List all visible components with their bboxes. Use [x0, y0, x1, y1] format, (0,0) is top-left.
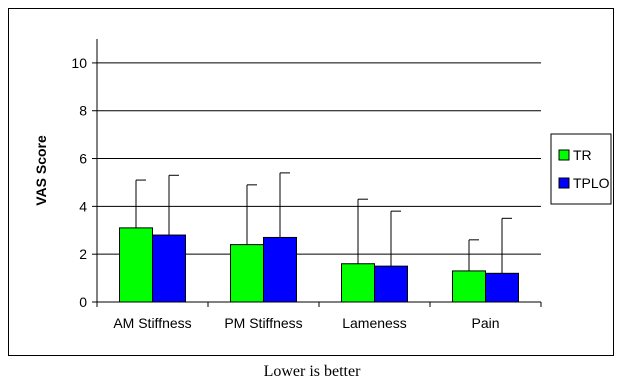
bar-tr-2	[341, 263, 375, 303]
bar-tplo-2	[374, 265, 408, 303]
chart-frame: 0 2 4 6 8 10 AM Stiffness PM Stiffness Lameness P…	[8, 8, 614, 356]
bars	[119, 227, 519, 303]
x-category-label-0: AM Stiffness	[113, 315, 191, 331]
error-bars	[135, 172, 512, 274]
bar-tplo-0	[152, 234, 186, 303]
y-tick-label-2: 2	[79, 246, 87, 262]
y-tick-label-10: 10	[71, 55, 87, 71]
legend-label-tr: TR	[573, 147, 592, 163]
x-category-label-3: Pain	[471, 315, 499, 331]
axes	[92, 39, 542, 307]
legend: TR TPLO	[550, 133, 612, 205]
bar-tr-0	[119, 227, 153, 303]
legend-box	[550, 133, 612, 205]
y-axis-title: VAS Score	[33, 135, 49, 206]
y-tick-label-0: 0	[79, 294, 87, 310]
bar-tplo-3	[485, 272, 519, 303]
bar-chart: 0 2 4 6 8 10 AM Stiffness PM Stiffness Lameness P…	[33, 39, 612, 331]
bar-tr-1	[230, 244, 264, 303]
y-tick-label-8: 8	[79, 103, 87, 119]
x-category-label-1: PM Stiffness	[224, 315, 302, 331]
x-category-label-2: Lameness	[342, 315, 407, 331]
legend-swatch-tr	[558, 149, 570, 161]
legend-swatch-tplo	[558, 177, 570, 189]
bar-tr-3	[452, 270, 486, 303]
gridlines	[97, 62, 541, 255]
chart-caption: Lower is better	[263, 363, 361, 380]
y-tick-label-4: 4	[79, 198, 87, 214]
bar-tplo-1	[263, 236, 297, 303]
axis-labels: 0 2 4 6 8 10 AM Stiffness PM Stiffness Lameness P…	[71, 55, 499, 331]
legend-label-tplo: TPLO	[573, 175, 610, 191]
y-tick-label-6: 6	[79, 151, 87, 167]
